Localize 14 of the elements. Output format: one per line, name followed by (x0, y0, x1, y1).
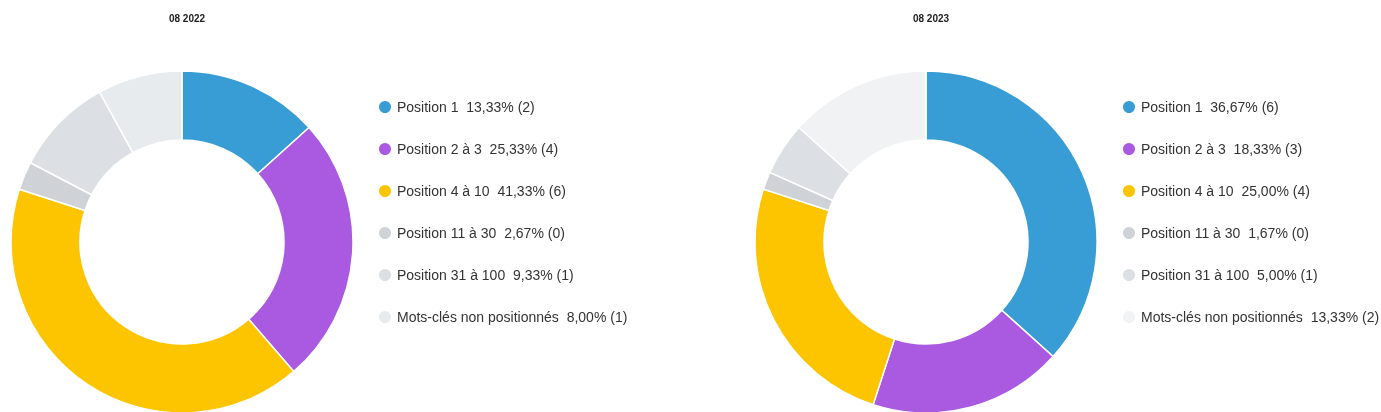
legend-label: Position 2 à 3 18,33% (3) (1141, 141, 1303, 157)
chart-title: 08 2023 (912, 12, 950, 24)
legend-label: Mots-clés non positionnés 8,00% (1) (397, 309, 628, 325)
chart-title: 08 2022 (168, 12, 206, 24)
legend-label: Position 4 à 10 25,00% (4) (1141, 183, 1310, 199)
legend-label: Position 11 à 30 2,67% (0) (397, 225, 565, 241)
legend-label: Position 4 à 10 41,33% (6) (397, 183, 566, 199)
legend-label: Position 2 à 3 25,33% (4) (397, 141, 559, 157)
legend-label: Position 1 13,33% (2) (397, 99, 535, 115)
legend-label: Position 1 36,67% (6) (1141, 99, 1279, 115)
legend-label: Position 31 à 100 5,00% (1) (1141, 267, 1318, 283)
legend-label: Mots-clés non positionnés 13,33% (2) (1141, 309, 1380, 325)
legend-label: Position 31 à 100 9,33% (1) (397, 267, 574, 283)
legend-label: Position 11 à 30 1,67% (0) (1141, 225, 1309, 241)
